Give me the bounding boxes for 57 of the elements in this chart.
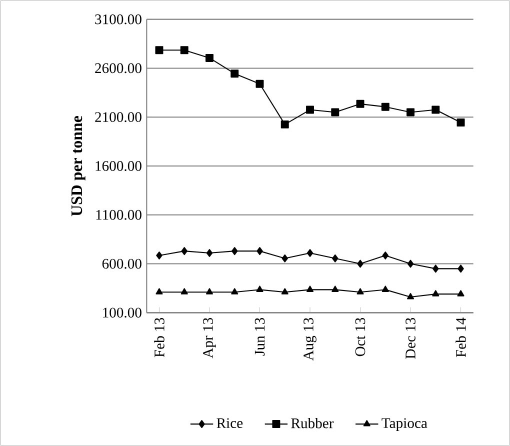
point bbox=[206, 54, 214, 62]
y-tick-label: 600.00 bbox=[102, 258, 142, 269]
point bbox=[456, 118, 465, 126]
point bbox=[356, 100, 364, 108]
point bbox=[407, 260, 414, 268]
y-axis-title: USD per tonne bbox=[71, 116, 86, 216]
point bbox=[230, 70, 239, 78]
y-tick-label: 1100.00 bbox=[96, 210, 142, 220]
y-tick-label: 2600.00 bbox=[95, 63, 142, 74]
point bbox=[256, 80, 264, 88]
x-tick-label: Dec 13 bbox=[406, 318, 416, 359]
point bbox=[156, 251, 162, 260]
point bbox=[231, 288, 238, 294]
point bbox=[206, 288, 214, 294]
x-tick-label: Feb 13 bbox=[154, 318, 164, 358]
point bbox=[306, 249, 314, 258]
point bbox=[281, 288, 288, 294]
point bbox=[306, 106, 314, 114]
point bbox=[282, 254, 288, 262]
x-tick-label: Apr 13 bbox=[203, 318, 216, 358]
point bbox=[457, 290, 464, 296]
point bbox=[231, 247, 238, 256]
point bbox=[382, 251, 389, 260]
legend-label: Tapioca bbox=[382, 418, 428, 431]
legend-label: Rubber bbox=[291, 418, 334, 428]
point bbox=[180, 288, 188, 294]
y-tick-label: 1600.00 bbox=[96, 161, 142, 171]
point bbox=[356, 288, 364, 294]
point bbox=[357, 260, 364, 268]
point bbox=[280, 120, 289, 128]
point bbox=[156, 288, 163, 294]
x-tick-label: Jun 13 bbox=[254, 318, 265, 356]
y-tick-label: 3100.00 bbox=[95, 14, 142, 24]
x-tick-label: Oct 13 bbox=[355, 318, 366, 356]
point bbox=[382, 286, 389, 292]
x-tick-label: Feb 14 bbox=[456, 318, 466, 358]
point bbox=[432, 290, 440, 296]
point bbox=[458, 264, 464, 273]
point bbox=[155, 46, 164, 54]
point bbox=[181, 247, 188, 256]
point bbox=[381, 102, 390, 111]
legend-label: Rice bbox=[216, 418, 243, 428]
point bbox=[331, 108, 340, 116]
point bbox=[306, 286, 314, 292]
point bbox=[406, 108, 415, 116]
point bbox=[406, 293, 414, 300]
point bbox=[256, 286, 264, 292]
point bbox=[432, 106, 440, 114]
point bbox=[206, 249, 213, 258]
point bbox=[332, 254, 338, 262]
y-tick-label: 100.00 bbox=[103, 308, 142, 318]
point bbox=[432, 264, 439, 273]
point bbox=[256, 247, 263, 256]
x-tick-label: Aug 13 bbox=[304, 318, 316, 361]
point bbox=[332, 286, 339, 292]
y-tick-label: 2100.00 bbox=[95, 112, 142, 122]
point bbox=[180, 46, 188, 54]
